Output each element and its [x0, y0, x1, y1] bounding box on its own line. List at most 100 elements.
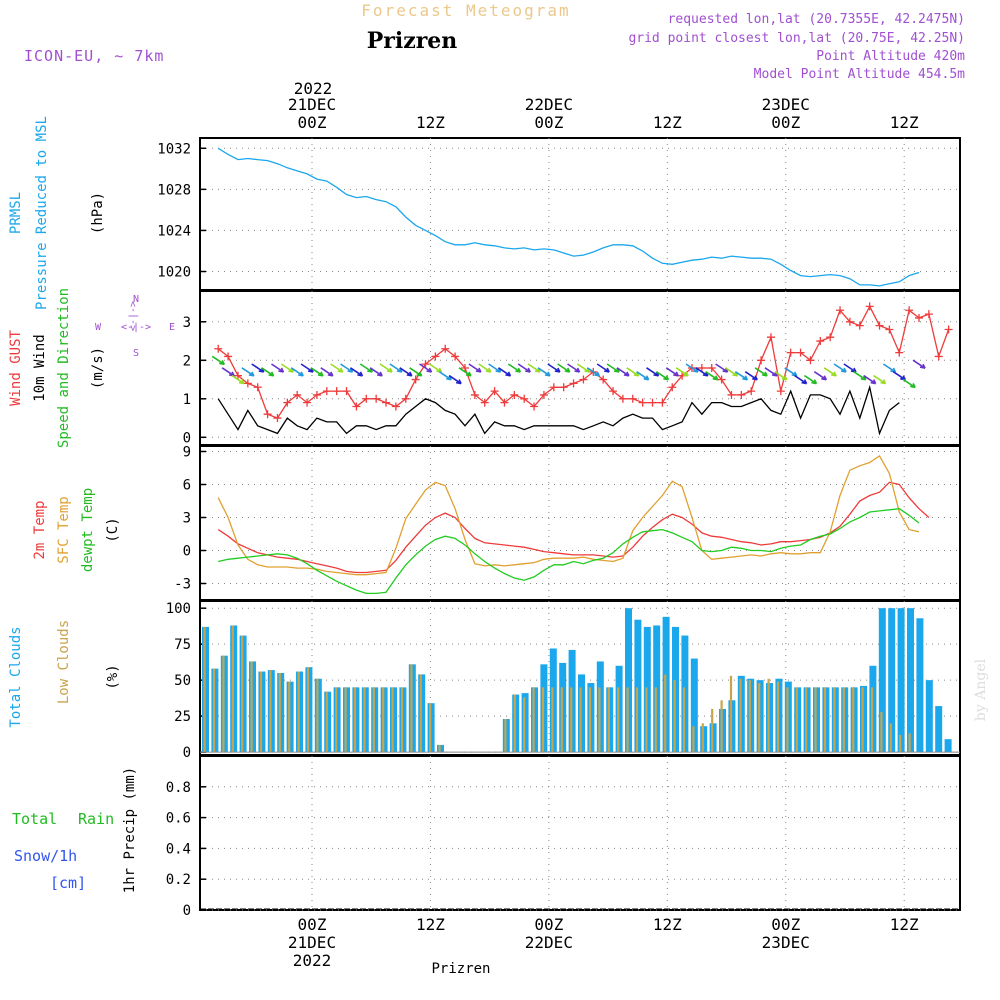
gust-marker — [855, 321, 864, 330]
series-line-0 — [217, 304, 950, 419]
y-tick-label: 50 — [174, 673, 191, 689]
wind-arrow-shaft — [330, 363, 344, 373]
wind-arrow — [744, 371, 758, 381]
wind-arrow — [774, 371, 788, 381]
cloud-bar-low — [288, 681, 291, 753]
wind-arrow-shaft — [507, 363, 521, 373]
temp-label-1: 2m Temp — [32, 500, 48, 559]
cloud-bar-low — [635, 687, 639, 753]
wind-arrow-shaft — [369, 367, 383, 377]
gust-marker — [303, 398, 312, 407]
cloud-label-1: Total Clouds — [8, 626, 24, 727]
cloud-bar-low — [269, 670, 272, 753]
panel-1: 0 1 2 3 — [183, 290, 961, 446]
wind-arrow-shaft — [478, 363, 492, 373]
gust-marker — [441, 344, 450, 353]
gust-marker — [382, 398, 391, 407]
wind-arrow-head — [475, 367, 482, 373]
y-tick-label: 1028 — [157, 182, 191, 198]
wind-unit: (m/s) — [90, 347, 106, 389]
gust-marker — [786, 348, 795, 357]
wind-arrow-shaft — [902, 378, 916, 389]
wind-labels: Wind GUST 10m Wind Speed and Direction (… — [8, 288, 175, 448]
wind-arrow-shaft — [655, 371, 669, 381]
cloud-bar-total — [878, 608, 886, 753]
cloud-bar-total — [916, 618, 924, 753]
y-tick-label: 0 — [183, 903, 191, 919]
cloud-bar-low — [278, 672, 281, 753]
wind-arrow-shaft — [873, 374, 886, 385]
wind-arrow-shaft — [320, 367, 334, 377]
wind-arrow — [448, 374, 462, 385]
forecast-title: Forecast Meteogram — [361, 1, 570, 20]
cloud-label-2: Low Clouds — [56, 620, 72, 704]
compass-w: W — [95, 322, 102, 333]
wind-arrow — [330, 363, 344, 373]
wind-arrow-head — [623, 371, 630, 377]
panel-frame — [199, 755, 961, 911]
wind-arrow — [655, 371, 670, 381]
wind-arrow-head — [643, 375, 650, 381]
cloud-bar-low — [899, 734, 902, 753]
wind-arrow-shaft — [300, 363, 314, 373]
cloud-bar-low — [711, 708, 714, 753]
y-tick-label: 0.6 — [166, 811, 191, 827]
wind-arrow-shaft — [537, 367, 551, 377]
wind-arrow — [409, 367, 423, 377]
bottom-hour-label: 12Z — [890, 915, 919, 934]
cloud-bar-low — [541, 687, 545, 753]
wind-arrow-shaft — [665, 367, 679, 377]
cloud-bar-low — [363, 687, 366, 753]
wind-arrow-head — [742, 375, 749, 381]
precip-unit: 1hr Precip (mm) — [122, 767, 138, 893]
bottom-date-label: 21DEC — [288, 933, 336, 952]
wind-arrow-shaft — [261, 367, 275, 377]
wind-arrow-head — [682, 371, 689, 377]
cloud-bar-low — [588, 687, 592, 753]
wind-arrow-head — [317, 371, 324, 377]
gust-marker — [490, 387, 499, 396]
wind-arrow-shaft — [428, 363, 442, 373]
wind-arrow-shaft — [685, 363, 699, 373]
cloud-bar-total — [944, 739, 952, 753]
gust-marker — [924, 310, 933, 319]
top-date-label: 23DEC — [762, 95, 810, 114]
wind-arrow-head — [781, 375, 788, 381]
cloud-bar-low — [889, 723, 892, 753]
wind-arrow-shaft — [626, 367, 640, 377]
wind-arrow — [892, 371, 906, 381]
compass-ns-arrow: <-|-> — [128, 301, 139, 331]
wind-arrow-head — [909, 383, 916, 389]
wind-arrow-head — [752, 375, 758, 381]
y-tick-label: 1020 — [157, 265, 191, 281]
wind-arrow-head — [298, 371, 304, 377]
gust-marker — [362, 394, 371, 403]
cloud-bar-low — [870, 687, 874, 753]
top-hour-label: 00Z — [534, 113, 563, 132]
gust-marker — [776, 387, 785, 396]
wind-arrow-shaft — [596, 363, 610, 373]
wind-arrow-shaft — [715, 363, 729, 373]
wind-arrow — [241, 367, 255, 377]
temp-labels: 2m Temp SFC Temp dewpt Temp (C) — [32, 488, 121, 572]
bottom-hour-label: 00Z — [534, 915, 563, 934]
wind-arrow — [675, 367, 689, 377]
gust-marker — [944, 325, 953, 334]
gust-marker — [806, 356, 815, 365]
gust-marker — [816, 337, 825, 346]
cloud-bar-low — [504, 719, 507, 753]
wind-arrow — [596, 363, 610, 373]
wind-arrow-shaft — [646, 367, 659, 377]
gust-marker — [214, 344, 223, 353]
gust-marker — [727, 390, 736, 399]
wind-arrow-head — [238, 379, 245, 385]
wind-arrow-head — [564, 367, 571, 373]
gust-marker — [293, 390, 302, 399]
cloud-bar-low — [532, 687, 535, 753]
wind-arrow-shaft — [813, 371, 827, 381]
panel-0: 1020 1024 1028 1032 — [157, 137, 961, 291]
cloud-bar-low — [673, 680, 676, 753]
